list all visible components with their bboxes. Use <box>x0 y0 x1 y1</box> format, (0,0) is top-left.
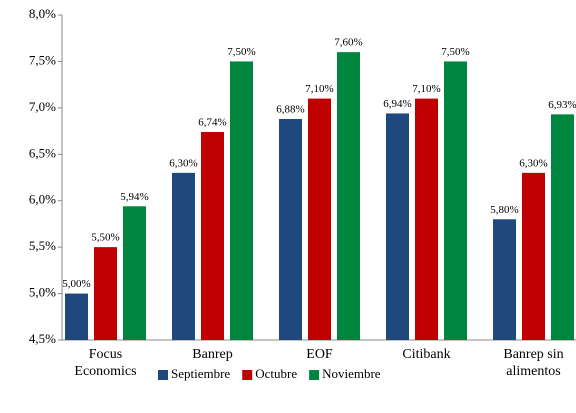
bar <box>522 172 545 340</box>
legend-swatch <box>242 370 253 380</box>
value-label: 7,50% <box>227 46 255 58</box>
value-label: 6,30% <box>519 157 547 169</box>
y-tick-label: 5,5% <box>29 238 56 253</box>
x-tick-label: Citibank <box>402 347 451 362</box>
legend-label: Noviembre <box>322 366 381 381</box>
bar <box>279 119 302 340</box>
legend-swatch <box>158 370 168 380</box>
value-label: 7,10% <box>412 83 440 95</box>
y-tick-label: 8,0% <box>29 6 56 21</box>
y-tick-label: 6,5% <box>29 145 56 160</box>
value-label: 6,88% <box>276 104 304 116</box>
bar <box>201 132 224 340</box>
bar <box>493 219 516 340</box>
bar <box>337 52 360 341</box>
value-label: 6,93% <box>548 99 576 111</box>
value-label: 6,30% <box>169 157 197 169</box>
value-label: 6,94% <box>383 98 411 110</box>
bar <box>386 113 409 340</box>
value-label: 5,00% <box>62 278 90 290</box>
x-tick-label: Focus Economics <box>74 347 137 379</box>
value-label: 7,60% <box>334 37 362 49</box>
legend-label: Octubre <box>255 366 297 381</box>
value-label: 6,74% <box>198 117 226 129</box>
legend-swatch <box>309 370 320 380</box>
x-tick-label: Banrep sin alimentos <box>503 347 564 379</box>
y-tick-label: 7,0% <box>29 99 56 114</box>
y-tick-label: 7,5% <box>29 52 56 67</box>
value-label: 7,10% <box>305 83 333 95</box>
bar <box>65 293 88 340</box>
value-label: 5,94% <box>120 191 148 203</box>
bar <box>444 61 467 341</box>
value-label: 5,80% <box>490 204 518 216</box>
legend-label: Septiembre <box>171 366 230 381</box>
bar <box>94 247 117 340</box>
value-label: 5,50% <box>91 232 119 244</box>
bar <box>230 61 253 341</box>
bar <box>308 98 331 340</box>
bar <box>415 98 438 340</box>
y-tick-label: 5,0% <box>29 285 56 300</box>
value-label: 7,50% <box>441 46 469 58</box>
x-tick-label: Banrep <box>192 347 233 362</box>
bar <box>123 206 146 340</box>
x-tick-label: EOF <box>306 347 333 362</box>
bar <box>551 114 574 340</box>
y-tick-label: 6,0% <box>29 192 56 207</box>
y-tick-label: 4,5% <box>29 331 56 346</box>
bar <box>172 172 195 340</box>
